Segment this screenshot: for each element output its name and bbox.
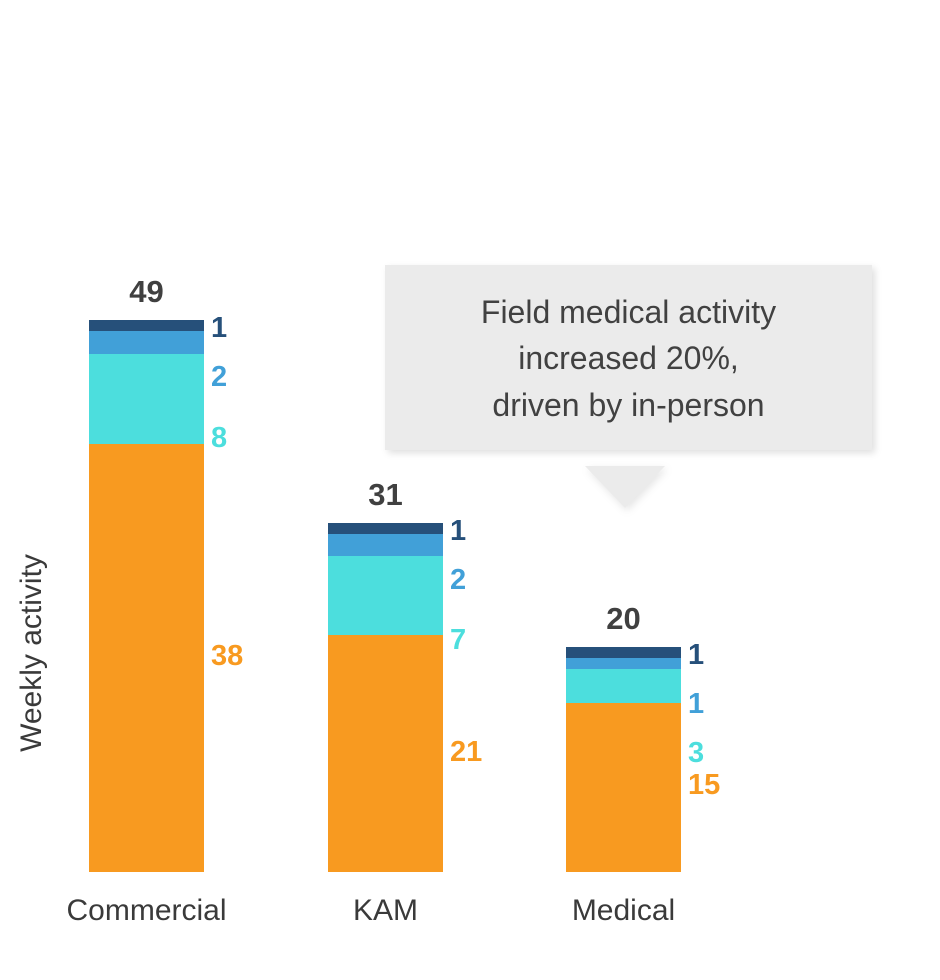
category-label-medical: Medical — [571, 894, 676, 927]
bar-commercial[interactable]: 1 2 8 38 — [89, 312, 243, 872]
bar-segment-orange-segment[interactable] — [89, 443, 204, 872]
bar-segment-cyan-segment[interactable] — [89, 353, 204, 444]
bar-segment-cyan-segment[interactable] — [566, 669, 681, 703]
callout-box: Field medical activity increased 20%, dr… — [385, 265, 872, 451]
bar-medical[interactable]: 1 1 3 15 — [566, 639, 720, 872]
segment-value-label-cyan-segment: 3 — [688, 737, 705, 770]
bar-segment-orange-segment[interactable] — [566, 702, 681, 872]
bar-segment-navy-segment[interactable] — [328, 522, 443, 534]
bar-total-label-medical: 20 — [606, 600, 641, 636]
callout-line-2: increased 20%, — [518, 340, 739, 377]
segment-value-label-blue-segment: 2 — [450, 563, 467, 596]
segment-value-label-blue-segment: 1 — [688, 687, 705, 720]
segment-value-label-navy-segment: 1 — [450, 514, 467, 547]
callout-tail-icon — [585, 466, 665, 508]
bar-total-label-commercial: 49 — [129, 273, 164, 309]
segment-value-label-blue-segment: 2 — [211, 361, 228, 394]
segment-value-label-orange-segment: 15 — [688, 769, 721, 802]
bar-segment-navy-segment[interactable] — [89, 319, 204, 332]
category-label-kam: KAM — [352, 894, 418, 927]
callout-text: Field medical activity increased 20%, dr… — [403, 289, 854, 428]
segment-value-label-navy-segment: 1 — [211, 311, 228, 344]
bar-segment-orange-segment[interactable] — [328, 635, 443, 872]
bar-segment-blue-segment[interactable] — [89, 331, 204, 354]
segment-value-label-navy-segment: 1 — [688, 638, 705, 671]
segment-value-label-orange-segment: 38 — [211, 639, 244, 672]
segment-value-label-cyan-segment: 8 — [211, 421, 228, 454]
bar-total-label-kam: 31 — [368, 476, 403, 512]
bar-segment-blue-segment[interactable] — [566, 657, 681, 670]
bar-segment-blue-segment[interactable] — [328, 533, 443, 557]
segment-value-label-orange-segment: 21 — [450, 735, 483, 768]
segment-value-label-cyan-segment: 7 — [450, 624, 467, 657]
bar-kam[interactable]: 1 2 7 21 — [328, 515, 482, 872]
category-label-commercial: Commercial — [66, 894, 227, 927]
callout-line-3: driven by in-person — [492, 386, 765, 423]
bar-segment-navy-segment[interactable] — [566, 646, 681, 658]
bar-segment-cyan-segment[interactable] — [328, 556, 443, 636]
callout-line-1: Field medical activity — [480, 294, 777, 330]
